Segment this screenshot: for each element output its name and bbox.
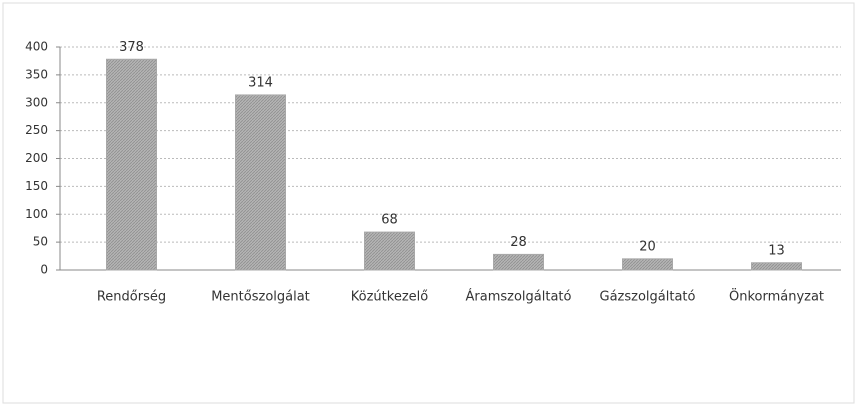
data-label: 378 — [119, 40, 144, 55]
bar — [622, 258, 673, 271]
bar — [493, 253, 544, 271]
data-label: 28 — [510, 235, 527, 250]
bar — [364, 231, 415, 271]
bar — [235, 94, 286, 271]
x-tick-label: Áramszolgáltató — [466, 289, 572, 305]
bar — [751, 262, 802, 271]
y-tick-label: 400 — [25, 40, 48, 54]
chart-border — [2, 2, 855, 404]
data-label: 314 — [248, 75, 273, 90]
x-tick-label: Közútkezelő — [351, 290, 428, 305]
bar — [106, 58, 157, 271]
x-tick-label: Önkormányzat — [729, 288, 824, 305]
y-tick-label: 250 — [25, 123, 48, 137]
y-tick-label: 200 — [25, 151, 48, 165]
y-tick-label: 300 — [25, 95, 48, 109]
y-tick-label: 0 — [40, 263, 48, 277]
y-tick-label: 100 — [25, 207, 48, 221]
y-tick-label: 350 — [25, 67, 48, 81]
x-tick-label: Rendőrség — [97, 290, 166, 305]
data-label: 20 — [639, 239, 656, 254]
y-tick-label: 50 — [33, 235, 48, 249]
x-tick-label: Mentőszolgálat — [211, 290, 310, 305]
y-tick-label: 150 — [25, 179, 48, 193]
data-label: 13 — [768, 243, 785, 258]
data-label: 68 — [381, 213, 398, 228]
x-tick-label: Gázszolgáltató — [600, 290, 696, 305]
